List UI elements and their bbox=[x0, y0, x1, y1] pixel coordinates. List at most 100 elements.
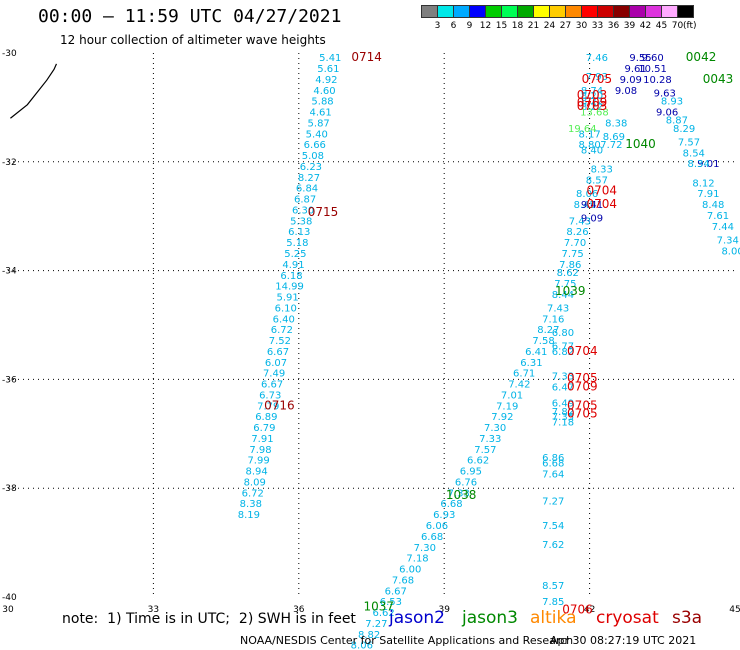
wave-height-label: 6.07 bbox=[265, 358, 287, 369]
scale-label: 6 bbox=[450, 21, 457, 31]
scale-label: 42 bbox=[639, 21, 652, 31]
legend-note: note: 1) Time is in UTC; 2) SWH is in fe… bbox=[62, 611, 356, 627]
wave-height-label: 6.86 bbox=[542, 453, 564, 464]
wave-height-label: 8.12 bbox=[692, 178, 714, 189]
wave-height-label: 6.93 bbox=[433, 510, 455, 521]
pass-time-label: 0716 bbox=[264, 398, 295, 412]
wave-height-label: 7.64 bbox=[542, 469, 564, 480]
pass-time-label: 0705 bbox=[567, 371, 598, 385]
footer-org: NOAA/NESDIS Center for Satellite Applica… bbox=[240, 634, 574, 647]
legend-jason3: jason3 bbox=[462, 608, 518, 628]
pass-time-label: 0704 bbox=[586, 183, 617, 197]
wave-height-label: 8.29 bbox=[673, 124, 695, 135]
footer-timestamp: Apr 30 08:27:19 UTC 2021 bbox=[550, 634, 697, 647]
legend-altika: altika bbox=[530, 608, 577, 628]
wave-height-label: 8.06 bbox=[576, 189, 598, 200]
y-tick-label: -40 bbox=[2, 593, 17, 603]
wave-height-label: 6.72 bbox=[271, 325, 293, 336]
wave-height-label: 7.34 bbox=[717, 235, 739, 246]
scale-label: 15 bbox=[495, 21, 508, 31]
wave-height-label: 8.45 bbox=[574, 200, 596, 211]
wave-height-label: 8.26 bbox=[566, 227, 588, 238]
wave-height-label: 4.61 bbox=[309, 108, 331, 119]
pass-time-label: 1039 bbox=[555, 284, 586, 298]
wave-height-label: 6.00 bbox=[399, 565, 421, 576]
wave-height-label: 6.68 bbox=[440, 499, 462, 510]
wave-height-label: 8.62 bbox=[557, 268, 579, 279]
pass-time-label: 0709 bbox=[577, 95, 608, 109]
x-tick-label: 39 bbox=[438, 605, 450, 615]
wave-height-label: 5.61 bbox=[317, 64, 339, 75]
wave-height-label: 8.17 bbox=[578, 129, 600, 140]
pass-time-label: 0042 bbox=[686, 50, 717, 64]
wave-height-label: 8.00 bbox=[721, 246, 740, 257]
wave-height-label: 8.40 bbox=[581, 146, 603, 157]
wave-height-label: 7.30 bbox=[414, 543, 436, 554]
wave-height-label: 8.80 bbox=[578, 140, 600, 151]
wave-height-label: 7.33 bbox=[552, 371, 574, 382]
wave-height-label: 7.82 bbox=[552, 407, 574, 418]
pass-time-label: 1037 bbox=[363, 600, 394, 614]
wave-height-label: 6.18 bbox=[280, 271, 302, 282]
wave-height-label: 7.75 bbox=[554, 279, 576, 290]
wave-height-label: 7.86 bbox=[559, 260, 581, 271]
wave-height-label: 7.57 bbox=[678, 137, 700, 148]
legend-cryosat: cryosat bbox=[596, 608, 659, 628]
scale-label: 39 bbox=[623, 21, 636, 31]
wave-height-label: 7.27 bbox=[542, 497, 564, 508]
scale-label: 27 bbox=[559, 21, 572, 31]
wave-height-label: 8.87 bbox=[666, 116, 688, 127]
pass-time-label: 0714 bbox=[351, 50, 382, 64]
scale-label: 12 bbox=[479, 21, 492, 31]
wave-height-label: 4.60 bbox=[313, 86, 335, 97]
wave-height-label: 6.95 bbox=[460, 467, 482, 478]
wave-height-label: 7.54 bbox=[542, 521, 564, 532]
wave-height-label: 6.72 bbox=[242, 488, 264, 499]
wave-height-label: 6.40 bbox=[273, 314, 295, 325]
scale-unit: (ft) bbox=[683, 21, 697, 31]
wave-height-label: 8.19 bbox=[238, 510, 260, 521]
wave-height-label: 7.35 bbox=[552, 412, 574, 423]
wave-height-label: 8.93 bbox=[661, 97, 683, 108]
wave-height-label: 5.91 bbox=[277, 293, 299, 304]
wave-height-label: 7.46 bbox=[586, 53, 608, 64]
wave-height-label: 9.09 bbox=[581, 214, 603, 225]
x-tick-label: 30 bbox=[2, 605, 14, 615]
scale-label: 18 bbox=[511, 21, 524, 31]
wave-height-label: 7.43 bbox=[547, 303, 569, 314]
wave-height-label: 7.99 bbox=[247, 456, 269, 467]
pass-time-label: 0705 bbox=[567, 398, 598, 412]
wave-height-label: 6.73 bbox=[259, 390, 281, 401]
page-title: 00:00 — 11:59 UTC 04/27/2021 bbox=[38, 6, 342, 27]
wave-height-label: 9.08 bbox=[615, 86, 637, 97]
wave-height-label: 6.66 bbox=[304, 140, 326, 151]
wave-height-label: 9.63 bbox=[654, 89, 676, 100]
wave-height-label: 6.71 bbox=[513, 369, 535, 380]
wave-height-label: 7.18 bbox=[552, 418, 574, 429]
wave-height-label: 7.98 bbox=[249, 445, 271, 456]
wave-height-label: 4.92 bbox=[315, 75, 337, 86]
wave-height-label: 6.84 bbox=[296, 184, 318, 195]
wave-height-label: 8.69 bbox=[603, 132, 625, 143]
scale-label: 9 bbox=[466, 21, 473, 31]
wave-height-label: 8.38 bbox=[605, 118, 627, 129]
wave-height-label: 6.62 bbox=[372, 608, 394, 619]
pass-time-label: 0706 bbox=[562, 602, 593, 616]
wave-height-label: 6.67 bbox=[261, 380, 283, 391]
wave-height-label: 6.10 bbox=[275, 303, 297, 314]
wave-height-label: 6.23 bbox=[300, 162, 322, 173]
wave-height-label: 6.76 bbox=[455, 477, 477, 488]
wave-height-label: 7.19 bbox=[496, 401, 518, 412]
wave-height-label: 9.09 bbox=[620, 75, 642, 86]
wave-height-label: 8.06 bbox=[351, 641, 373, 650]
wave-height-label: 8.27 bbox=[537, 325, 559, 336]
wave-height-label: 7.72 bbox=[600, 140, 622, 151]
wave-height-label: 6.68 bbox=[421, 532, 443, 543]
scale-label: 45 bbox=[655, 21, 668, 31]
wave-height-label: 6.79 bbox=[253, 423, 275, 434]
pass-time-label: 0715 bbox=[308, 205, 339, 219]
wave-height-label: 8.33 bbox=[591, 165, 613, 176]
wave-height-label: 7.27 bbox=[365, 619, 387, 630]
